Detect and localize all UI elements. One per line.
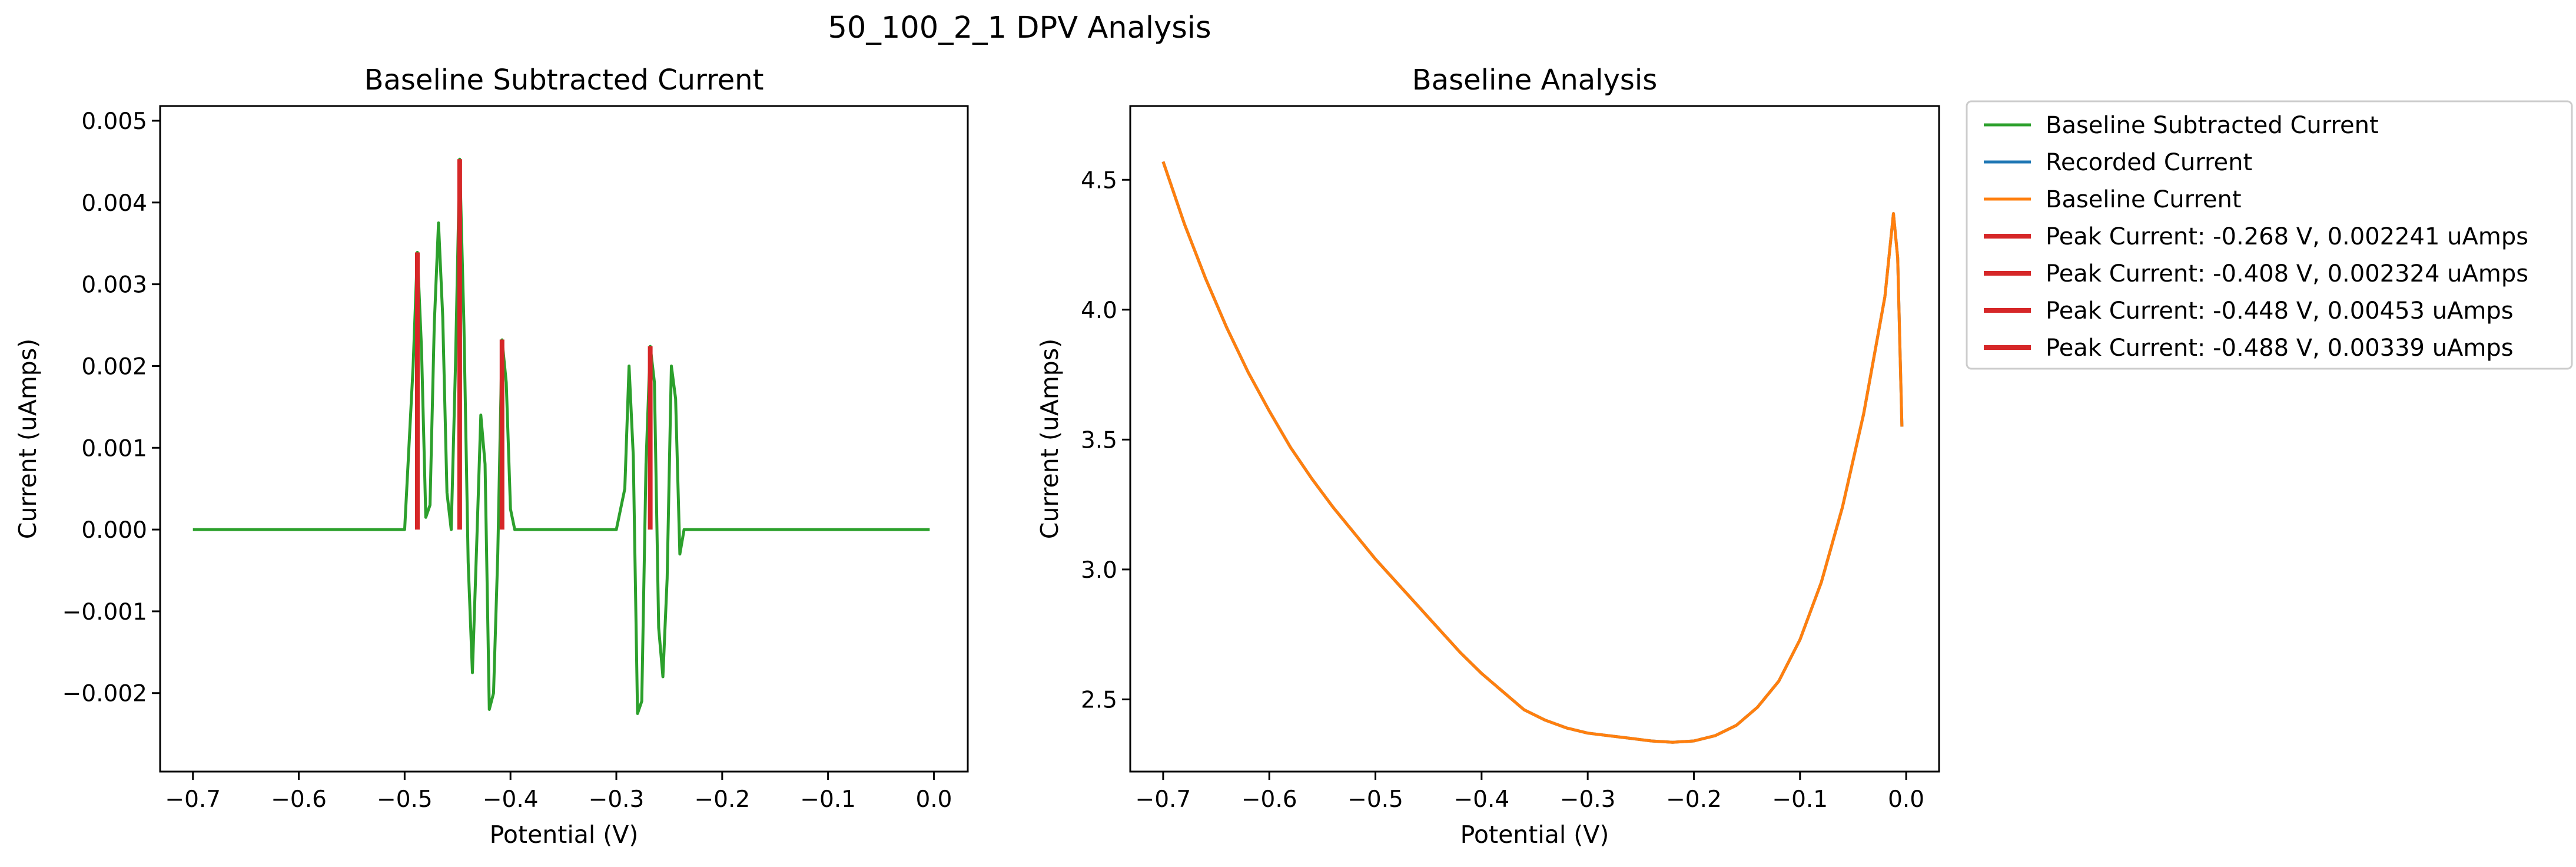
x-tick-label: −0.2 (694, 786, 750, 813)
legend-label: Peak Current: -0.488 V, 0.00339 uAmps (2046, 335, 2514, 362)
legend: Baseline Subtracted Current Recorded Curr… (1966, 100, 2573, 370)
legend-label: Peak Current: -0.448 V, 0.00453 uAmps (2046, 297, 2514, 325)
right-series-line-1 (1161, 161, 1904, 744)
legend-label: Baseline Subtracted Current (2046, 112, 2379, 139)
y-tick-label: 0.000 (81, 517, 147, 544)
legend-frame (1966, 100, 2573, 370)
legend-label: Recorded Current (2046, 149, 2252, 176)
left-series-line-0 (192, 157, 930, 715)
x-tick-label: −0.4 (1453, 786, 1509, 813)
legend-label: Baseline Current (2046, 186, 2242, 213)
x-tick-label: −0.1 (800, 786, 856, 813)
y-axis-label-left: Current (uAmps) (14, 339, 42, 539)
plot-right-ticks: −0.7 −0.6 −0.5 −0.4 −0.3 −0.2 −0.1 0.0 2.5 3.0 3.5… (1081, 167, 1924, 813)
plot-right-frame (1129, 105, 1940, 773)
y-tick-label: 3.0 (1081, 557, 1117, 584)
plot-left-ticks: −0.7 −0.6 −0.5 −0.4 −0.3 −0.2 −0.1 0.0 −0.002 −0.… (62, 108, 952, 813)
x-tick-label: −0.4 (483, 786, 539, 813)
y-tick-label: 4.0 (1081, 297, 1117, 324)
x-tick-label: −0.2 (1666, 786, 1722, 813)
x-axis-label-right: Potential (V) (1460, 820, 1609, 849)
y-axis-label-right: Current (uAmps) (1035, 339, 1064, 539)
x-tick-label: −0.3 (1560, 786, 1616, 813)
y-tick-label: 0.005 (81, 108, 147, 135)
y-tick-label: −0.002 (62, 681, 147, 707)
x-tick-label: −0.6 (1241, 786, 1297, 813)
plot-title-right: Baseline Analysis (1412, 64, 1658, 97)
y-tick-label: 0.001 (81, 435, 147, 462)
plot-baseline-subtracted: Baseline Subtracted Current −0.7 −0.6 −0.5… (14, 64, 969, 849)
plot-left-series (192, 157, 930, 715)
x-axis-label-left: Potential (V) (490, 820, 639, 849)
y-tick-label: 0.004 (81, 190, 147, 217)
legend-entries: Baseline Subtracted Current Recorded Curr… (1984, 112, 2528, 362)
plot-baseline-analysis: Baseline Analysis −0.7 −0.6 −0.5 −0.4 −0.3 −0… (1035, 64, 1940, 849)
x-tick-label: −0.1 (1772, 786, 1828, 813)
x-tick-label: −0.6 (271, 786, 327, 813)
y-tick-label: 3.5 (1081, 427, 1117, 454)
figure-suptitle: 50_100_2_1 DPV Analysis (828, 11, 1211, 45)
y-tick-label: 0.002 (81, 353, 147, 380)
legend-label: Peak Current: -0.268 V, 0.002241 uAmps (2046, 223, 2528, 250)
x-tick-label: 0.0 (915, 786, 952, 813)
plot-right-series (1161, 161, 1904, 744)
x-tick-label: −0.5 (377, 786, 433, 813)
x-tick-label: −0.7 (1136, 786, 1191, 813)
y-tick-label: 2.5 (1081, 687, 1117, 713)
plot-left-frame (159, 105, 969, 773)
x-tick-label: −0.5 (1347, 786, 1403, 813)
x-tick-label: −0.7 (165, 786, 221, 813)
y-tick-label: −0.001 (62, 599, 147, 626)
legend-label: Peak Current: -0.408 V, 0.002324 uAmps (2046, 260, 2528, 287)
plot-title-left: Baseline Subtracted Current (364, 64, 764, 97)
y-tick-label: 4.5 (1081, 167, 1117, 194)
y-tick-label: 0.003 (81, 272, 147, 299)
x-tick-label: 0.0 (1888, 786, 1924, 813)
x-tick-label: −0.3 (589, 786, 645, 813)
